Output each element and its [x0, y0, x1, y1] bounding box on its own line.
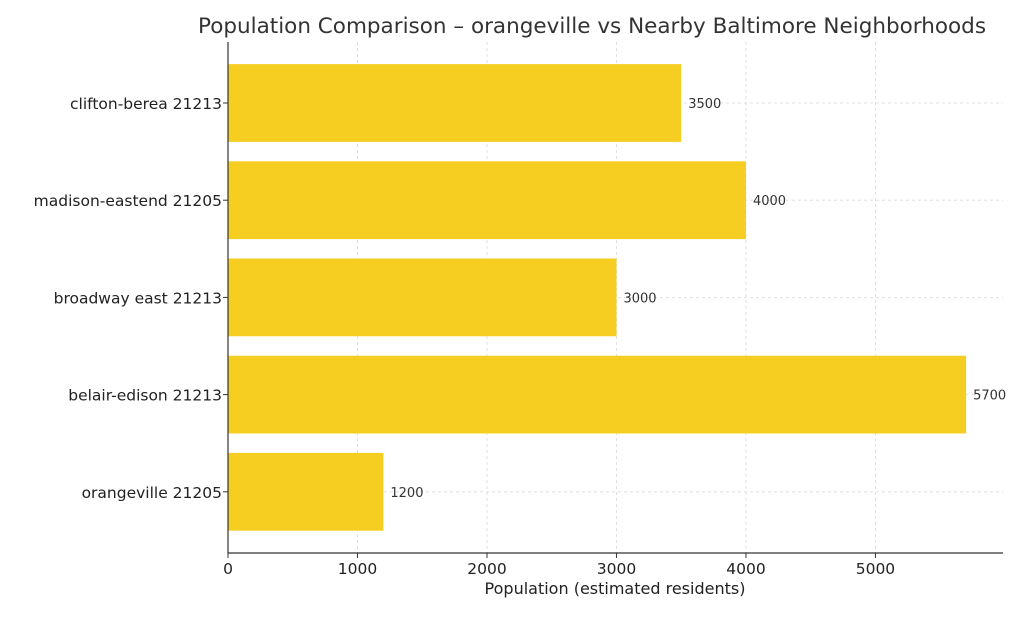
- y-tick-label: belair-edison 21213: [68, 387, 222, 405]
- bar: [228, 161, 746, 240]
- y-tick-label: broadway east 21213: [54, 289, 222, 307]
- data-label: 1200: [390, 486, 423, 501]
- y-axis: clifton-berea 21213 madison-eastend 21205…: [34, 95, 228, 502]
- data-label: 3500: [688, 97, 721, 112]
- y-tick-label: orangeville 21205: [82, 484, 222, 502]
- x-tick-label: 2000: [467, 560, 506, 578]
- data-labels: 3500 4000 3000 5700 1200: [390, 97, 1006, 501]
- y-tick-label: clifton-berea 21213: [70, 95, 222, 113]
- x-tick-label: 4000: [726, 560, 765, 578]
- x-tick-label: 0: [223, 560, 233, 578]
- bar: [228, 355, 967, 434]
- data-label: 3000: [623, 291, 656, 306]
- bar: [228, 452, 384, 531]
- chart-title: Population Comparison – orangeville vs N…: [198, 14, 986, 39]
- bars: [228, 64, 967, 531]
- data-label: 5700: [973, 389, 1006, 404]
- x-tick-label: 1000: [338, 560, 377, 578]
- bar: [228, 258, 617, 337]
- y-tick-label: madison-eastend 21205: [34, 192, 222, 210]
- bar: [228, 64, 682, 142]
- x-axis: 0 1000 2000 3000 4000 5000: [223, 553, 895, 578]
- x-tick-label: 3000: [597, 560, 636, 578]
- x-tick-label: 5000: [856, 560, 895, 578]
- data-label: 4000: [753, 194, 786, 209]
- x-axis-label: Population (estimated residents): [485, 579, 746, 598]
